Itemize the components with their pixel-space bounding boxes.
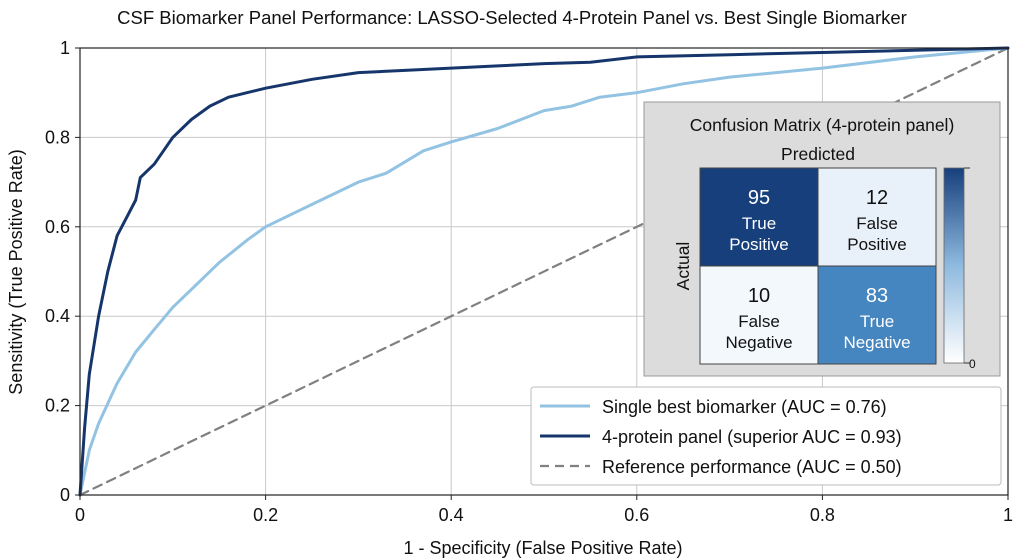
confusion-cell [817, 167, 937, 267]
confusion-matrix-inset: Confusion Matrix (4-protein panel) Predi… [643, 101, 1001, 377]
confusion-cell-label: Positive [847, 235, 907, 254]
confusion-cell-label: False [856, 214, 898, 233]
inset-colorbar [943, 167, 965, 364]
confusion-cell-label: True [742, 214, 776, 233]
legend-label-1: 4-protein panel (superior AUC = 0.93) [602, 427, 902, 447]
legend-label-2: Reference performance (AUC = 0.50) [602, 457, 902, 477]
y-axis-ticks: 0 0.2 0.4 0.6 0.8 1 [45, 38, 80, 505]
inset-title: Confusion Matrix (4-protein panel) [690, 115, 955, 135]
chart-title: CSF Biomarker Panel Performance: LASSO-S… [117, 7, 907, 28]
y-tick-label: 0 [60, 485, 70, 505]
x-axis-ticks: 0 0.2 0.4 0.6 0.8 1 [75, 495, 1013, 525]
x-tick-label: 0 [75, 505, 85, 525]
x-tick-label: 0.8 [810, 505, 835, 525]
y-tick-label: 0.6 [45, 217, 70, 237]
y-tick-label: 0.2 [45, 396, 70, 416]
confusion-cell [699, 167, 819, 267]
colorbar-min-label: 0 [969, 357, 976, 371]
confusion-cell-value: 12 [866, 187, 888, 209]
inset-actual-label: Actual [673, 242, 693, 291]
confusion-cell-label: True [860, 312, 894, 331]
series-line-1 [78, 46, 1010, 497]
x-tick-label: 0.4 [439, 505, 464, 525]
confusion-cell-value: 10 [748, 285, 770, 307]
x-axis-label: 1 - Specificity (False Positive Rate) [403, 538, 682, 558]
legend-label-0: Single best biomarker (AUC = 0.76) [602, 397, 887, 417]
plot-border [79, 47, 1009, 496]
confusion-cell-value: 95 [748, 187, 770, 209]
confusion-matrix-cells: 95 True Positive 12 False Positive 10 False Nega… [699, 167, 937, 365]
confusion-cell-label: Negative [725, 333, 792, 352]
legend-box [530, 386, 1002, 486]
confusion-cell-label: Negative [843, 333, 910, 352]
confusion-cell-label: Positive [729, 235, 789, 254]
x-tick-label: 0.2 [253, 505, 278, 525]
y-tick-label: 1 [60, 38, 70, 58]
confusion-cell-label: False [738, 312, 780, 331]
confusion-cell [817, 265, 937, 365]
confusion-cell-value: 83 [866, 285, 888, 307]
x-tick-label: 0.6 [624, 505, 649, 525]
series-line-0 [78, 46, 1010, 497]
confusion-cell [699, 265, 819, 365]
y-tick-label: 0.8 [45, 127, 70, 147]
legend: Single best biomarker (AUC = 0.76) 4-prot… [530, 386, 1002, 486]
x-tick-label: 1 [1003, 505, 1013, 525]
y-tick-label: 0.4 [45, 306, 70, 326]
inset-predicted-label: Predicted [781, 144, 855, 164]
legend-items: Single best biomarker (AUC = 0.76) 4-prot… [540, 397, 902, 477]
y-axis-label: Sensitivity (True Positive Rate) [6, 149, 26, 394]
